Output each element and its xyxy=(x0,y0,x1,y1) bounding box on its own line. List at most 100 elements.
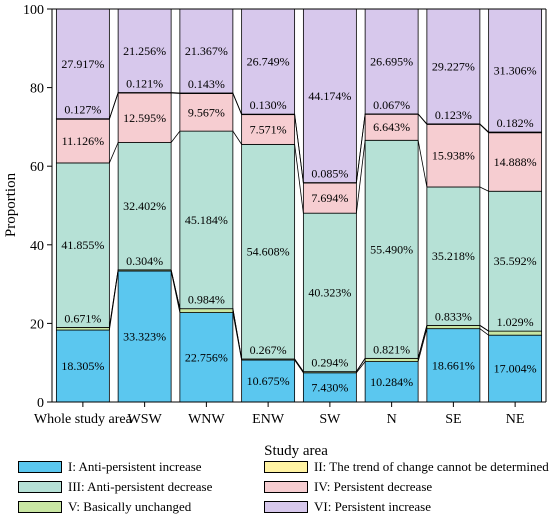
legend-swatch xyxy=(18,481,62,493)
data-label: 21.367% xyxy=(185,44,228,58)
data-label: 0.127% xyxy=(64,103,101,117)
y-tick-label: 40 xyxy=(30,239,44,254)
connector-line xyxy=(479,186,489,192)
bar-segment xyxy=(55,8,110,120)
connector-line xyxy=(479,123,489,133)
data-label: 0.182% xyxy=(497,116,534,130)
legend-swatch xyxy=(18,461,62,473)
legend-item: V: Basically unchanged xyxy=(18,498,191,516)
data-label: 10.675% xyxy=(247,374,290,388)
legend-label: IV: Persistent decrease xyxy=(314,479,433,494)
data-label: 32.402% xyxy=(123,199,166,213)
data-label: 0.821% xyxy=(373,342,410,356)
data-label: 0.671% xyxy=(64,311,101,325)
bar-segment xyxy=(302,182,357,214)
bar-segment xyxy=(426,8,481,125)
legend-label: VI: Persistent increase xyxy=(314,499,431,514)
legend-label: III: Anti-persistent decrease xyxy=(68,479,213,494)
bar-segment xyxy=(55,329,110,403)
data-label: 0.067% xyxy=(373,98,410,112)
connector-line xyxy=(294,144,304,214)
bar-segment xyxy=(426,328,481,403)
data-label: 7.571% xyxy=(250,123,287,137)
legend-label: I: Anti-persistent increase xyxy=(68,459,202,474)
data-label: 29.227% xyxy=(432,59,475,73)
bar-segment xyxy=(302,372,357,403)
bar-segment xyxy=(426,324,481,330)
data-label: 14.888% xyxy=(494,155,537,169)
data-label: 0.294% xyxy=(311,356,348,370)
x-tick-label: SE xyxy=(445,412,461,427)
x-tick-label: NE xyxy=(506,412,525,427)
data-label: 10.284% xyxy=(370,375,413,389)
data-label: 0.833% xyxy=(435,309,472,323)
y-tick-label: 20 xyxy=(30,317,44,332)
data-label: 6.643% xyxy=(373,120,410,134)
connector-line xyxy=(170,269,181,309)
data-label: 1.029% xyxy=(497,315,534,329)
bar-segment xyxy=(488,330,543,336)
bar-segment xyxy=(179,312,234,403)
legend-item: I: Anti-persistent increase xyxy=(18,458,202,476)
data-label: 0.085% xyxy=(311,167,348,181)
data-label: 55.490% xyxy=(370,242,413,256)
data-label: 18.305% xyxy=(61,359,104,373)
connector-line xyxy=(417,113,428,125)
connector-line xyxy=(417,140,428,188)
bar-segment xyxy=(55,162,110,328)
bar-segment xyxy=(117,92,172,143)
connector-line xyxy=(232,130,242,145)
data-label: 33.323% xyxy=(123,330,166,344)
x-tick-label: WSW xyxy=(128,412,163,427)
bar-segment xyxy=(302,212,357,373)
y-tick-label: 100 xyxy=(23,3,44,18)
data-label: 0.984% xyxy=(188,293,225,307)
connector-line xyxy=(232,92,242,115)
connector-line xyxy=(170,130,181,143)
legend-item: II: The trend of change cannot be determ… xyxy=(264,458,549,476)
x-tick-label: WNW xyxy=(188,412,225,427)
legend-label: II: The trend of change cannot be determ… xyxy=(314,459,549,474)
connector-line xyxy=(417,325,428,359)
x-tick-label: SW xyxy=(319,412,341,427)
legend-swatch xyxy=(264,461,308,473)
data-label: 44.174% xyxy=(308,89,351,103)
data-label: 11.126% xyxy=(62,134,105,148)
connector-line xyxy=(356,358,366,372)
chart-legend: I: Anti-persistent increase II: The trend… xyxy=(18,458,549,518)
data-label: 26.695% xyxy=(370,54,413,68)
y-tick-label: 60 xyxy=(30,160,44,175)
connector-line xyxy=(294,358,304,372)
data-label: 18.661% xyxy=(432,358,475,372)
data-label: 21.256% xyxy=(123,44,166,58)
bar-segment xyxy=(364,113,419,141)
y-tick-label: 80 xyxy=(30,82,44,97)
x-tick-label: Whole study area xyxy=(34,412,133,427)
legend-label: V: Basically unchanged xyxy=(68,499,192,514)
data-label: 45.184% xyxy=(185,213,228,227)
y-axis-label: Proportion xyxy=(3,172,19,237)
bar-segment xyxy=(179,8,234,94)
data-label: 35.218% xyxy=(432,249,475,263)
data-label: 9.567% xyxy=(188,105,225,119)
connector-line xyxy=(109,142,119,164)
connector-line xyxy=(356,361,366,374)
connector-line xyxy=(294,359,304,374)
connector-line xyxy=(355,113,366,183)
bar-segment xyxy=(426,123,481,188)
connector-line xyxy=(479,328,489,336)
data-label: 0.121% xyxy=(126,77,163,91)
data-label: 17.004% xyxy=(494,362,537,376)
data-label: 40.323% xyxy=(308,285,351,299)
data-label: 15.938% xyxy=(432,149,475,163)
data-label: 7.694% xyxy=(311,191,348,205)
bar-segment xyxy=(488,132,543,192)
x-axis-label: Study area xyxy=(264,443,328,459)
connector-line xyxy=(417,328,428,362)
data-label: 26.749% xyxy=(247,55,290,69)
data-label: 27.917% xyxy=(61,57,104,71)
connector-line xyxy=(294,114,304,183)
connector-line xyxy=(355,140,366,214)
plot-area: 18.305% 0.671% 41.855% 11.126% 0.127% 27.917%… xyxy=(23,3,547,427)
